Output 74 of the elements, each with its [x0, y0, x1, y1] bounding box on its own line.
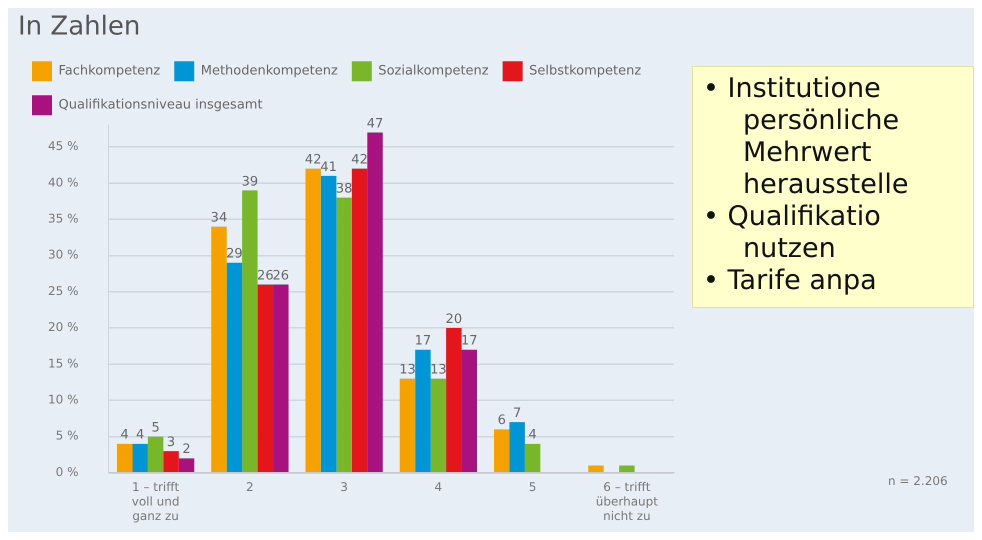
data-label: 39	[242, 174, 258, 190]
data-label: 4	[136, 428, 144, 443]
x-tick-label: 6 – trifft überhaupt nicht zu	[596, 480, 658, 523]
bar	[163, 451, 179, 472]
x-tick-label: 5	[528, 480, 536, 494]
x-tick-label: 1 – trifft voll und ganz zu	[132, 480, 180, 523]
bar	[336, 198, 352, 472]
data-label: 3	[166, 434, 176, 450]
legend-label: Qualifikationsniveau insgesamt	[58, 98, 263, 113]
bar	[148, 436, 164, 472]
data-label: 7	[513, 406, 522, 421]
data-label: 13	[430, 362, 447, 378]
bar	[352, 168, 368, 472]
bar	[446, 328, 462, 472]
data-label: 26	[257, 268, 274, 284]
bar	[132, 444, 148, 472]
bar	[588, 466, 604, 472]
y-tick-label: 30 %	[48, 248, 78, 262]
bar	[430, 378, 446, 472]
bar	[524, 444, 540, 472]
bar	[415, 350, 431, 472]
legend-label: Fachkompetenz	[58, 64, 160, 79]
y-tick-label: 10 %	[48, 392, 78, 407]
bar	[211, 226, 227, 472]
data-label: 34	[210, 210, 228, 226]
bar	[226, 262, 242, 472]
legend-label: Selbstkompetenz	[529, 64, 642, 79]
y-tick-label: 40 %	[48, 175, 78, 190]
bar	[320, 176, 336, 472]
data-label: 47	[366, 116, 384, 132]
y-tick-label: 20 %	[48, 320, 78, 334]
y-tick-label: 15 %	[48, 356, 78, 370]
bar	[178, 458, 194, 472]
data-label: 4	[528, 428, 537, 443]
bar	[619, 466, 635, 472]
bar	[305, 168, 321, 472]
data-label: 2	[182, 442, 191, 458]
bar	[400, 378, 416, 472]
bar	[494, 429, 510, 472]
data-label: 38	[336, 181, 352, 196]
data-label: 17	[414, 334, 432, 349]
data-label: 4	[120, 428, 129, 443]
y-tick-label: 25 %	[48, 284, 78, 298]
bar	[367, 132, 383, 472]
data-label: 17	[461, 334, 478, 349]
bar	[509, 422, 525, 472]
x-tick-label: 3	[340, 480, 348, 494]
y-tick-label: 5 %	[56, 428, 78, 443]
bar	[258, 284, 274, 472]
text: • Institutione persönliche Mehrwert herausstelle	[703, 73, 910, 201]
data-label: 41	[320, 160, 337, 175]
bar	[242, 190, 258, 472]
data-label: 42	[351, 152, 368, 168]
data-label: 42	[304, 152, 322, 168]
x-tick-label: 2	[246, 480, 254, 494]
data-label: 13	[399, 362, 416, 378]
data-label: 26	[272, 268, 290, 284]
bar	[462, 350, 478, 472]
data-label: 6	[498, 413, 506, 428]
chart-title: In Zahlen	[18, 11, 140, 42]
text: n = 2.206	[888, 474, 948, 488]
text: • Tarife anpa	[703, 265, 878, 297]
y-tick-label: 45 %	[48, 139, 78, 154]
x-tick-label: 4	[434, 480, 442, 494]
legend-label: Sozialkompetenz	[378, 64, 489, 79]
data-label: 20	[446, 312, 462, 327]
bar	[116, 444, 132, 472]
y-tick-label: 35 %	[48, 211, 78, 226]
data-label: 5	[151, 420, 160, 436]
text: • Qualifikatio nutzen	[703, 201, 882, 265]
legend-label: Methodenkompetenz	[200, 64, 338, 79]
y-tick-label: 0 %	[56, 464, 78, 479]
bar	[273, 284, 289, 472]
data-label: 29	[226, 246, 243, 262]
